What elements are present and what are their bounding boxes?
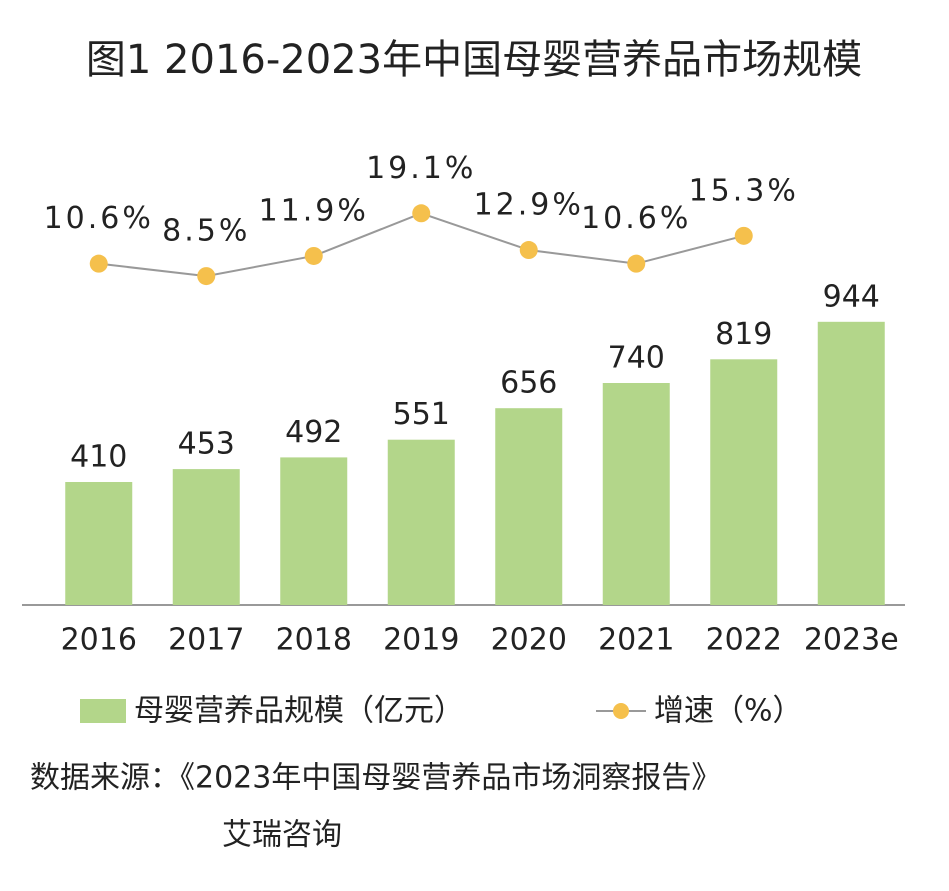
legend-label: 增速（%） [654, 694, 803, 729]
bar [495, 408, 563, 605]
data-label: 453 [178, 427, 235, 462]
legend-swatch [80, 699, 126, 723]
x-tick-label: 2017 [168, 623, 244, 658]
x-tick-label: 2020 [491, 623, 567, 658]
source: 艾瑞咨询 [222, 818, 342, 853]
line-marker [519, 241, 538, 260]
data-label: 656 [500, 366, 557, 401]
data-label: 410 [70, 440, 127, 475]
bar [65, 482, 133, 605]
data-label: 15.3% [689, 173, 799, 208]
data-label: 12.9% [474, 188, 584, 223]
bar [280, 457, 348, 605]
data-label: 10.6% [581, 201, 691, 236]
source: 数据来源：《2023年中国母婴营养品市场洞察报告》 [30, 761, 721, 796]
line-marker [304, 246, 323, 265]
bar [602, 383, 670, 605]
line-marker [89, 254, 108, 273]
chart-title: 图1 2016-2023年中国母婴营养品市场规模 [86, 37, 862, 83]
data-label: 8.5% [162, 214, 250, 249]
x-tick-label: 2022 [706, 623, 782, 658]
data-label: 492 [285, 415, 342, 450]
x-tick-label: 2019 [383, 623, 459, 658]
legend-marker [613, 703, 629, 719]
line-marker [734, 226, 753, 245]
bar [387, 439, 455, 605]
data-label: 551 [393, 397, 450, 432]
data-label: 19.1% [366, 151, 476, 186]
data-label: 944 [823, 279, 880, 314]
line-marker [627, 254, 646, 273]
line-marker [412, 204, 431, 223]
x-tick-label: 2016 [61, 623, 137, 658]
legend-label: 母婴营养品规模（亿元） [134, 694, 464, 729]
bar [710, 359, 778, 605]
line-marker [197, 267, 216, 286]
data-label: 819 [715, 317, 772, 352]
data-label: 11.9% [259, 193, 369, 228]
bar [817, 321, 885, 605]
data-label: 740 [608, 341, 665, 376]
bar [172, 469, 240, 605]
data-label: 10.6% [44, 201, 154, 236]
x-tick-label: 2023e [804, 623, 899, 658]
x-tick-label: 2021 [598, 623, 674, 658]
x-tick-label: 2018 [276, 623, 352, 658]
